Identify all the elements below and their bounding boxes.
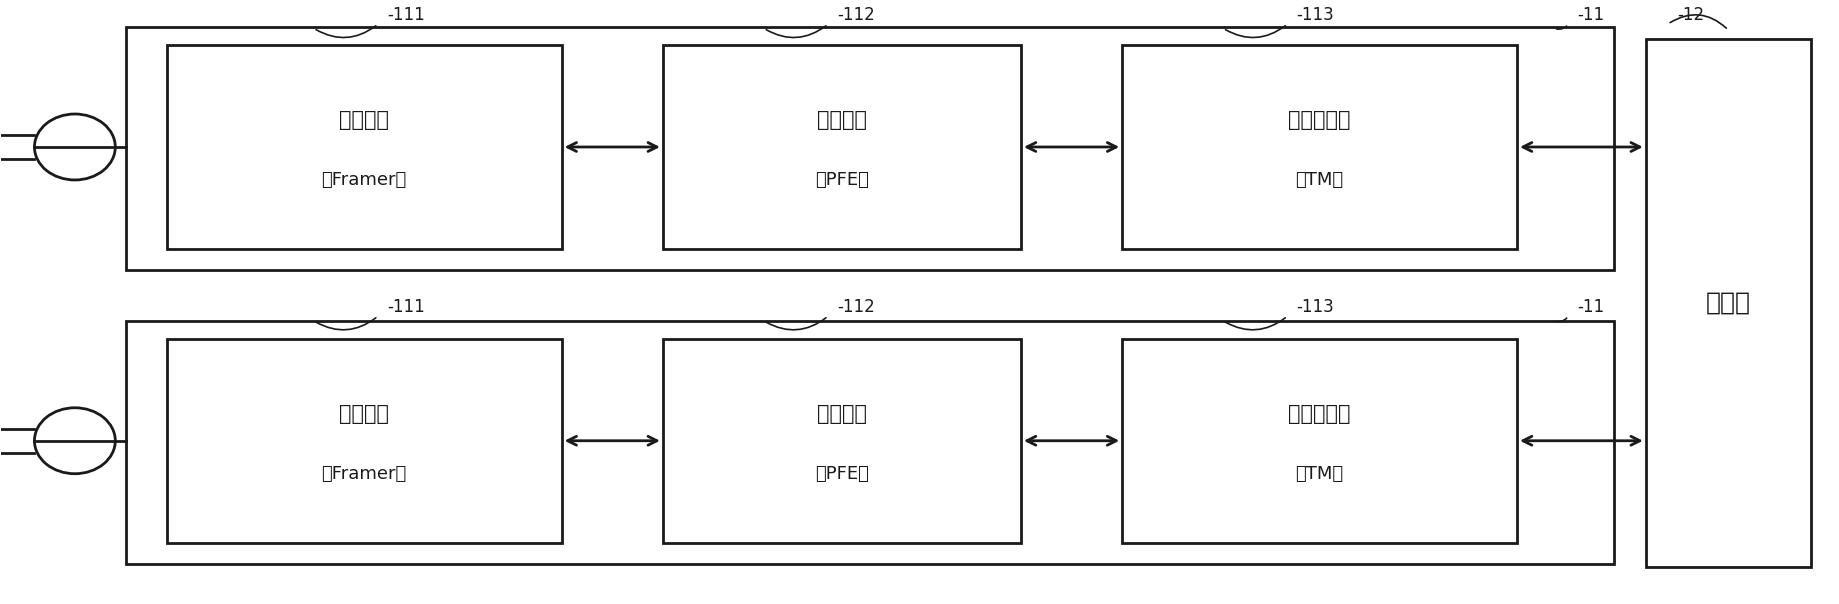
Bar: [1122, 339, 1517, 542]
Text: -12: -12: [1675, 6, 1703, 24]
Text: 接口芯片: 接口芯片: [338, 403, 390, 424]
Bar: [167, 45, 561, 249]
Text: （Framer）: （Framer）: [322, 171, 406, 189]
Bar: [127, 321, 1613, 564]
Text: -111: -111: [386, 6, 425, 24]
Text: -112: -112: [837, 298, 875, 316]
Text: 接口芯片: 接口芯片: [338, 110, 390, 130]
Text: 流量管理器: 流量管理器: [1287, 110, 1350, 130]
Text: （Framer）: （Framer）: [322, 464, 406, 483]
Text: 转发芯片: 转发芯片: [817, 403, 866, 424]
Text: -11: -11: [1576, 298, 1604, 316]
Text: -112: -112: [837, 6, 875, 24]
Bar: [1644, 39, 1810, 567]
Text: 流量管理器: 流量管理器: [1287, 403, 1350, 424]
Bar: [167, 339, 561, 542]
Text: （PFE）: （PFE）: [815, 464, 868, 483]
Text: -113: -113: [1296, 298, 1333, 316]
Text: -113: -113: [1296, 6, 1333, 24]
Text: （PFE）: （PFE）: [815, 171, 868, 189]
Text: 转发芯片: 转发芯片: [817, 110, 866, 130]
Bar: [1122, 45, 1517, 249]
Text: -111: -111: [386, 298, 425, 316]
Text: -11: -11: [1576, 6, 1604, 24]
Bar: [662, 45, 1021, 249]
Bar: [127, 27, 1613, 270]
Text: 交换网: 交换网: [1705, 291, 1751, 315]
Text: （TM）: （TM）: [1295, 171, 1342, 189]
Bar: [662, 339, 1021, 542]
Text: （TM）: （TM）: [1295, 464, 1342, 483]
